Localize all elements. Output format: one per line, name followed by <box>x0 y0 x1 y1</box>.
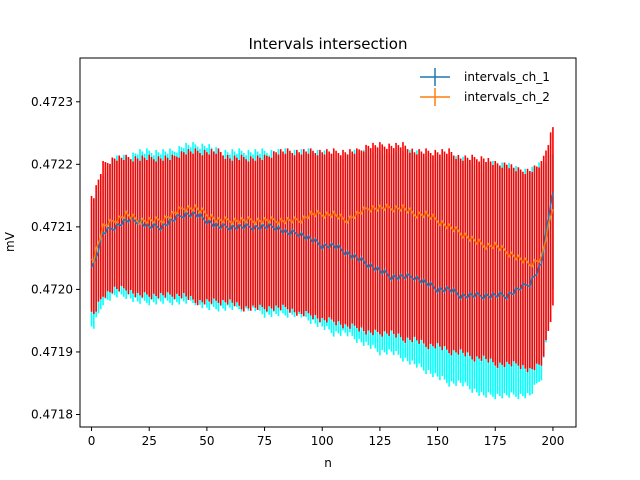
x-axis-label: n <box>324 456 332 470</box>
plot-area <box>90 127 554 400</box>
y-tick-3: 0.4721 <box>31 220 80 234</box>
y-tick-label: 0.4721 <box>31 220 73 234</box>
x-tick-1: 25 <box>142 427 157 448</box>
x-tick-label: 25 <box>142 434 157 448</box>
y-tick-label: 0.4718 <box>31 407 73 421</box>
chart-title: Intervals intersection <box>248 35 407 53</box>
x-tick-3: 75 <box>257 427 272 448</box>
y-tick-4: 0.4722 <box>31 157 80 171</box>
y-axis: 0.4718 0.4719 0.4720 0.4721 0.4722 0.4723 <box>31 95 80 421</box>
legend-label-1: intervals_ch_1 <box>464 70 550 84</box>
series-2-line <box>91 203 554 268</box>
y-tick-label: 0.4719 <box>31 345 73 359</box>
x-tick-label: 175 <box>484 434 507 448</box>
x-tick-0: 0 <box>88 427 96 448</box>
x-tick-4: 100 <box>311 427 334 448</box>
y-tick-0: 0.4718 <box>31 407 80 421</box>
x-tick-7: 175 <box>484 427 507 448</box>
y-tick-label: 0.4720 <box>31 282 73 296</box>
y-tick-1: 0.4719 <box>31 345 80 359</box>
y-axis-label: mV <box>3 231 17 252</box>
x-axis: 0 25 50 75 100 125 150 175 200 <box>88 427 564 448</box>
x-tick-6: 150 <box>426 427 449 448</box>
x-tick-label: 150 <box>426 434 449 448</box>
x-tick-label: 100 <box>311 434 334 448</box>
x-tick-label: 0 <box>88 434 96 448</box>
legend: intervals_ch_1 intervals_ch_2 <box>420 68 550 106</box>
x-tick-label: 50 <box>199 434 214 448</box>
series-2-errorbars <box>90 127 554 373</box>
y-tick-2: 0.4720 <box>31 282 80 296</box>
legend-entry-1: intervals_ch_1 <box>420 68 550 86</box>
y-tick-label: 0.4723 <box>31 95 73 109</box>
series-1-line <box>90 192 554 301</box>
legend-label-2: intervals_ch_2 <box>464 90 550 104</box>
y-tick-5: 0.4723 <box>31 95 80 109</box>
plot-frame <box>79 57 577 428</box>
x-tick-label: 200 <box>541 434 564 448</box>
x-tick-5: 125 <box>368 427 391 448</box>
x-tick-label: 125 <box>368 434 391 448</box>
y-tick-label: 0.4722 <box>31 157 73 171</box>
x-tick-label: 75 <box>257 434 272 448</box>
legend-entry-2: intervals_ch_2 <box>420 88 550 106</box>
x-tick-2: 50 <box>199 427 215 448</box>
x-tick-8: 200 <box>541 427 564 448</box>
